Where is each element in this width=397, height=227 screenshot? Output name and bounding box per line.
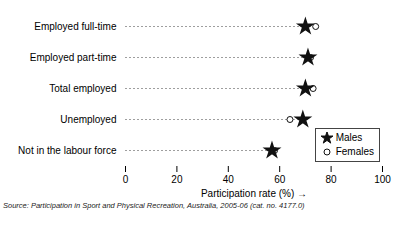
- svg-text:100: 100: [374, 174, 391, 185]
- svg-text:Employed full-time: Employed full-time: [34, 21, 117, 32]
- html-text:Females: Females: [335, 146, 374, 157]
- svg-text:Participation rate (%) →: Participation rate (%) →: [201, 188, 307, 199]
- svg-text:40: 40: [223, 174, 235, 185]
- html-text:Source: Participation in Sport: Source: Participation in Sport and Physi…: [3, 201, 305, 210]
- svg-text:Employed part-time: Employed part-time: [30, 52, 117, 63]
- html-text:Males: Males: [335, 132, 363, 143]
- svg-text:20: 20: [171, 174, 183, 185]
- svg-text:0: 0: [123, 174, 129, 185]
- svg-text:Total employed: Total employed: [49, 83, 116, 94]
- svg-text:60: 60: [274, 174, 286, 185]
- svg-text:80: 80: [326, 174, 338, 185]
- svg-text:Unemployed: Unemployed: [60, 114, 116, 125]
- svg-text:Not in the labour force: Not in the labour force: [18, 145, 117, 156]
